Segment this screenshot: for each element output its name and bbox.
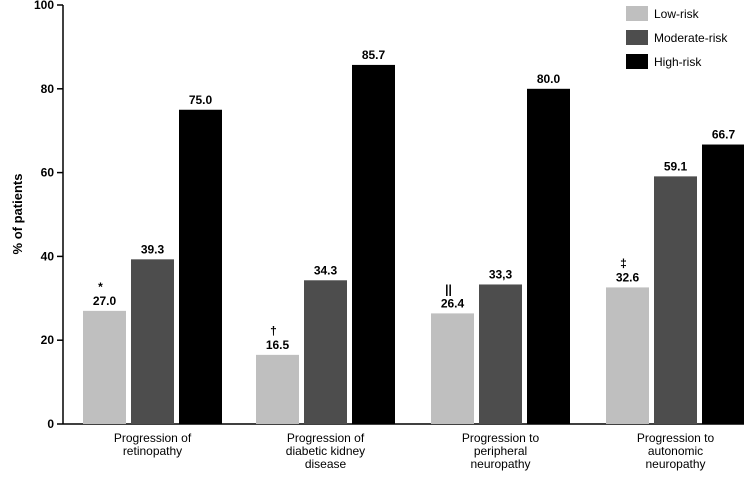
bar	[654, 176, 697, 424]
data-label: 66.7	[712, 128, 736, 142]
bar	[431, 313, 474, 424]
data-label: 85.7	[362, 48, 386, 62]
x-category-label: Progression to	[637, 431, 715, 445]
x-category-label: Progression of	[287, 431, 365, 445]
data-label: 75.0	[189, 93, 213, 107]
y-axis-label: % of patients	[10, 174, 25, 255]
x-category-label: diabetic kidney	[286, 444, 365, 458]
bar	[304, 280, 347, 424]
y-tick-label: 0	[47, 417, 54, 431]
significance-marker: *	[98, 280, 103, 294]
legend-swatch	[626, 6, 648, 21]
legend-swatch	[626, 54, 648, 69]
x-category-label: autonomic	[648, 444, 703, 458]
data-label: 26.4	[441, 296, 465, 310]
data-label: 39.3	[141, 242, 165, 256]
bar	[479, 284, 522, 424]
bar	[606, 287, 649, 424]
bar	[256, 354, 299, 424]
significance-marker: ||	[445, 282, 452, 296]
x-category-label: Progression to	[462, 431, 540, 445]
x-category-label: neuropathy	[470, 457, 530, 471]
legend-swatch	[626, 30, 648, 45]
bar	[179, 109, 222, 424]
legend-label: Moderate-risk	[654, 31, 728, 45]
data-label: 27.0	[93, 294, 117, 308]
x-category-label: disease	[305, 457, 347, 471]
data-label: 80.0	[537, 72, 561, 86]
bar	[352, 64, 395, 425]
legend-label: Low-risk	[654, 7, 700, 21]
y-tick-label: 40	[41, 249, 55, 263]
bar	[527, 88, 570, 425]
x-category-label: retinopathy	[123, 444, 182, 458]
legend-label: High-risk	[654, 55, 702, 69]
y-tick-label: 20	[41, 333, 55, 347]
y-tick-label: 100	[34, 0, 54, 12]
significance-marker: ‡	[620, 256, 627, 270]
data-label: 33,3	[489, 267, 513, 281]
data-label: 16.5	[266, 338, 290, 352]
x-category-label: neuropathy	[645, 457, 705, 471]
bar	[702, 144, 744, 425]
y-tick-label: 60	[41, 166, 55, 180]
bar	[131, 259, 174, 424]
x-category-label: Progression of	[114, 431, 192, 445]
data-label: 32.6	[616, 270, 640, 284]
data-label: 34.3	[314, 263, 338, 277]
significance-marker: †	[270, 324, 277, 338]
x-category-label: peripheral	[474, 444, 527, 458]
y-tick-label: 80	[41, 82, 55, 96]
data-label: 59.1	[664, 159, 688, 173]
bar	[83, 310, 126, 424]
